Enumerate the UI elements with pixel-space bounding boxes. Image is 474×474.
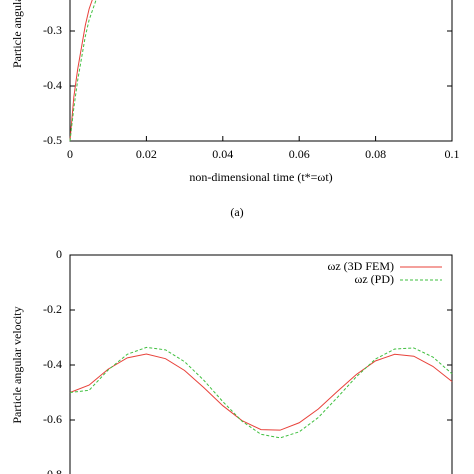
series-line xyxy=(69,0,97,142)
y-tick-label: -0.3 xyxy=(43,23,62,37)
y-tick-label: -0.4 xyxy=(43,78,62,92)
legend-label: ωz (PD) xyxy=(354,272,394,286)
y-axis-label: Particle angular velocity xyxy=(10,0,24,68)
series-line xyxy=(69,353,453,431)
plot-frame xyxy=(69,0,453,142)
x-tick-label: 0.06 xyxy=(289,147,310,161)
plot-frame xyxy=(69,254,453,474)
y-tick-label: -0.5 xyxy=(43,133,62,147)
caption: (a) xyxy=(230,205,243,219)
y-tick-label: 0 xyxy=(56,247,62,261)
y-tick-label: -0.2 xyxy=(43,302,62,316)
x-tick-label: 0.04 xyxy=(212,147,233,161)
y-axis-label: Particle angular velocity xyxy=(10,306,24,423)
x-axis-label: non-dimensional time (t*=ωt) xyxy=(189,170,332,184)
series-line xyxy=(69,0,93,142)
series-line xyxy=(69,346,453,439)
x-tick-label: 0.02 xyxy=(136,147,157,161)
y-tick-label: -0.6 xyxy=(43,412,62,426)
x-tick-label: 0.1 xyxy=(445,147,460,161)
y-tick-label: -0.8 xyxy=(43,467,62,474)
y-tick-label: -0.4 xyxy=(43,357,62,371)
x-tick-label: 0 xyxy=(67,147,73,161)
legend-label: ωz (3D FEM) xyxy=(327,259,394,273)
x-tick-label: 0.08 xyxy=(365,147,386,161)
